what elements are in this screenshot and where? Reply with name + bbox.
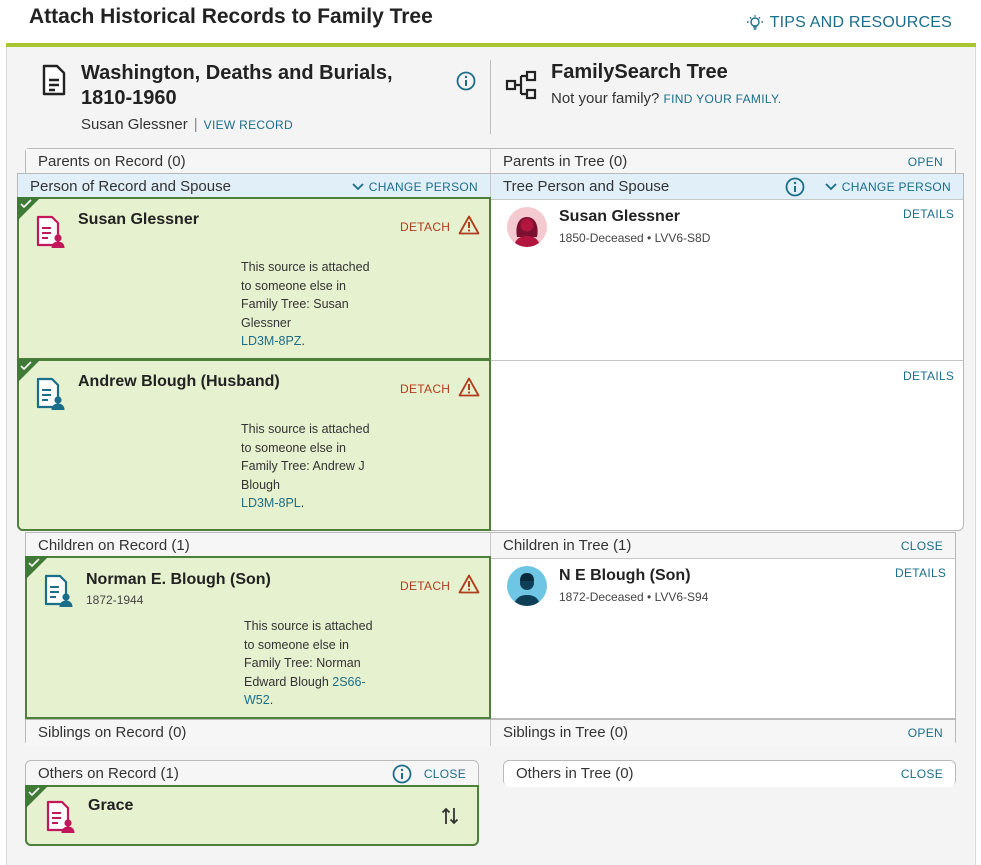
not-your-family-line: Not your family? FIND YOUR FAMILY. [551, 90, 782, 107]
tree-person-id-link[interactable]: 2S66-W52 [244, 674, 366, 708]
tips-and-resources-link[interactable]: TIPS AND RESOURCES [746, 14, 952, 32]
record-person-male-icon [43, 574, 73, 613]
record-spouse-name: Andrew Blough (Husband) [78, 373, 280, 390]
details-link[interactable]: DETAILS [903, 207, 955, 221]
info-icon[interactable] [456, 71, 476, 96]
tree-person-id-link[interactable]: LD3M-8PL [241, 496, 301, 510]
detach-button[interactable]: DETACH [400, 574, 480, 597]
record-child-name: Norman E. Blough (Son) [86, 571, 271, 588]
tree-person-header: Tree Person and Spouse CHANGE PERSON [491, 174, 963, 200]
tree-child-meta: 1872-Deceased • LVV6-S94 [559, 590, 709, 604]
tree-person-id-link[interactable]: LD3M-8PZ [241, 334, 302, 348]
header-divider [490, 60, 491, 134]
attached-note: This source is attached to someone else … [244, 619, 373, 708]
document-icon [40, 64, 68, 101]
siblings-open-toggle[interactable]: OPEN [907, 726, 943, 740]
attached-note: This source is attached to someone else … [241, 260, 370, 348]
tree-person-meta: 1850-Deceased • LVV6-S8D [559, 231, 711, 245]
parents-in-tree-header: Parents in Tree (0) OPEN [491, 149, 955, 175]
record-child-dates: 1872-1944 [86, 593, 144, 607]
collection-title: Washington, Deaths and Burials, 1810-196… [81, 62, 393, 109]
change-person-tree-button[interactable]: CHANGE PERSON [825, 174, 951, 200]
others-record-card[interactable]: Grace [25, 785, 479, 846]
record-person-name: Susan Glessner [81, 116, 188, 133]
details-link[interactable]: DETAILS [903, 369, 955, 383]
record-person-line: Susan Glessner | VIEW RECORD [81, 116, 293, 133]
detach-button[interactable]: DETACH [400, 377, 480, 400]
tree-icon [505, 70, 537, 105]
page-title: Attach Historical Records to Family Tree [29, 5, 433, 28]
change-person-record-button[interactable]: CHANGE PERSON [352, 174, 478, 200]
info-icon[interactable] [392, 764, 412, 793]
record-child-card[interactable]: Norman E. Blough (Son) 1872-1944 DETACH … [25, 556, 491, 719]
record-header: Washington, Deaths and Burials, 1810-196… [40, 60, 480, 140]
female-avatar [507, 207, 547, 247]
chevron-down-icon [825, 174, 837, 200]
record-person-name: Susan Glessner [78, 211, 199, 228]
tree-child-name: N E Blough (Son) [559, 567, 691, 584]
others-in-tree-section: Others in Tree (0) CLOSE [503, 760, 956, 787]
children-in-tree-header: Children in Tree (1) CLOSE [491, 533, 955, 559]
lightbulb-icon [746, 14, 764, 32]
warning-icon [458, 215, 480, 238]
record-person-female-icon [35, 215, 65, 254]
others-in-tree-header: Others in Tree (0) CLOSE [504, 761, 955, 787]
warning-icon [458, 574, 480, 597]
others-record-close-toggle[interactable]: CLOSE [423, 767, 466, 781]
warning-icon [458, 377, 480, 400]
children-close-toggle[interactable]: CLOSE [900, 539, 943, 553]
others-on-record-header: Others on Record (1) CLOSE [26, 761, 478, 787]
record-person-male-icon [35, 377, 65, 416]
view-record-link[interactable]: VIEW RECORD [203, 118, 293, 132]
find-your-family-link[interactable]: FIND YOUR FAMILY. [663, 92, 782, 106]
tree-person-name: Susan Glessner [559, 208, 680, 225]
record-spouse-card[interactable]: Andrew Blough (Husband) DETACH This sour… [17, 359, 491, 531]
parents-section: Parents on Record (0) Parents in Tree (0… [25, 148, 956, 175]
sort-arrows-icon[interactable] [441, 806, 459, 831]
tree-title: FamilySearch Tree [551, 61, 728, 83]
attached-note: This source is attached to someone else … [241, 422, 370, 510]
parents-on-record-header: Parents on Record (0) [26, 149, 491, 175]
others-record-name: Grace [88, 797, 134, 814]
siblings-in-tree-header: Siblings in Tree (0) OPEN [491, 720, 955, 746]
siblings-on-record-header: Siblings on Record (0) [26, 720, 491, 746]
tree-header: FamilySearch Tree Not your family? FIND … [505, 60, 965, 140]
record-person-card[interactable]: Susan Glessner DETACH This source is att… [17, 197, 491, 360]
parents-open-toggle[interactable]: OPEN [907, 155, 943, 169]
chevron-down-icon [352, 174, 364, 200]
record-person-female-icon [45, 800, 75, 839]
detach-button[interactable]: DETACH [400, 215, 480, 238]
dialog-header: Attach Historical Records to Family Tree… [6, 0, 976, 47]
male-avatar [507, 566, 547, 606]
siblings-section: Siblings on Record (0) Siblings in Tree … [25, 719, 956, 746]
info-icon[interactable] [785, 177, 805, 206]
details-link[interactable]: DETAILS [895, 566, 947, 580]
attached-check-badge [25, 785, 49, 809]
others-tree-close-toggle[interactable]: CLOSE [900, 767, 943, 781]
tree-row-divider [491, 360, 963, 361]
tips-label: TIPS AND RESOURCES [769, 14, 952, 31]
